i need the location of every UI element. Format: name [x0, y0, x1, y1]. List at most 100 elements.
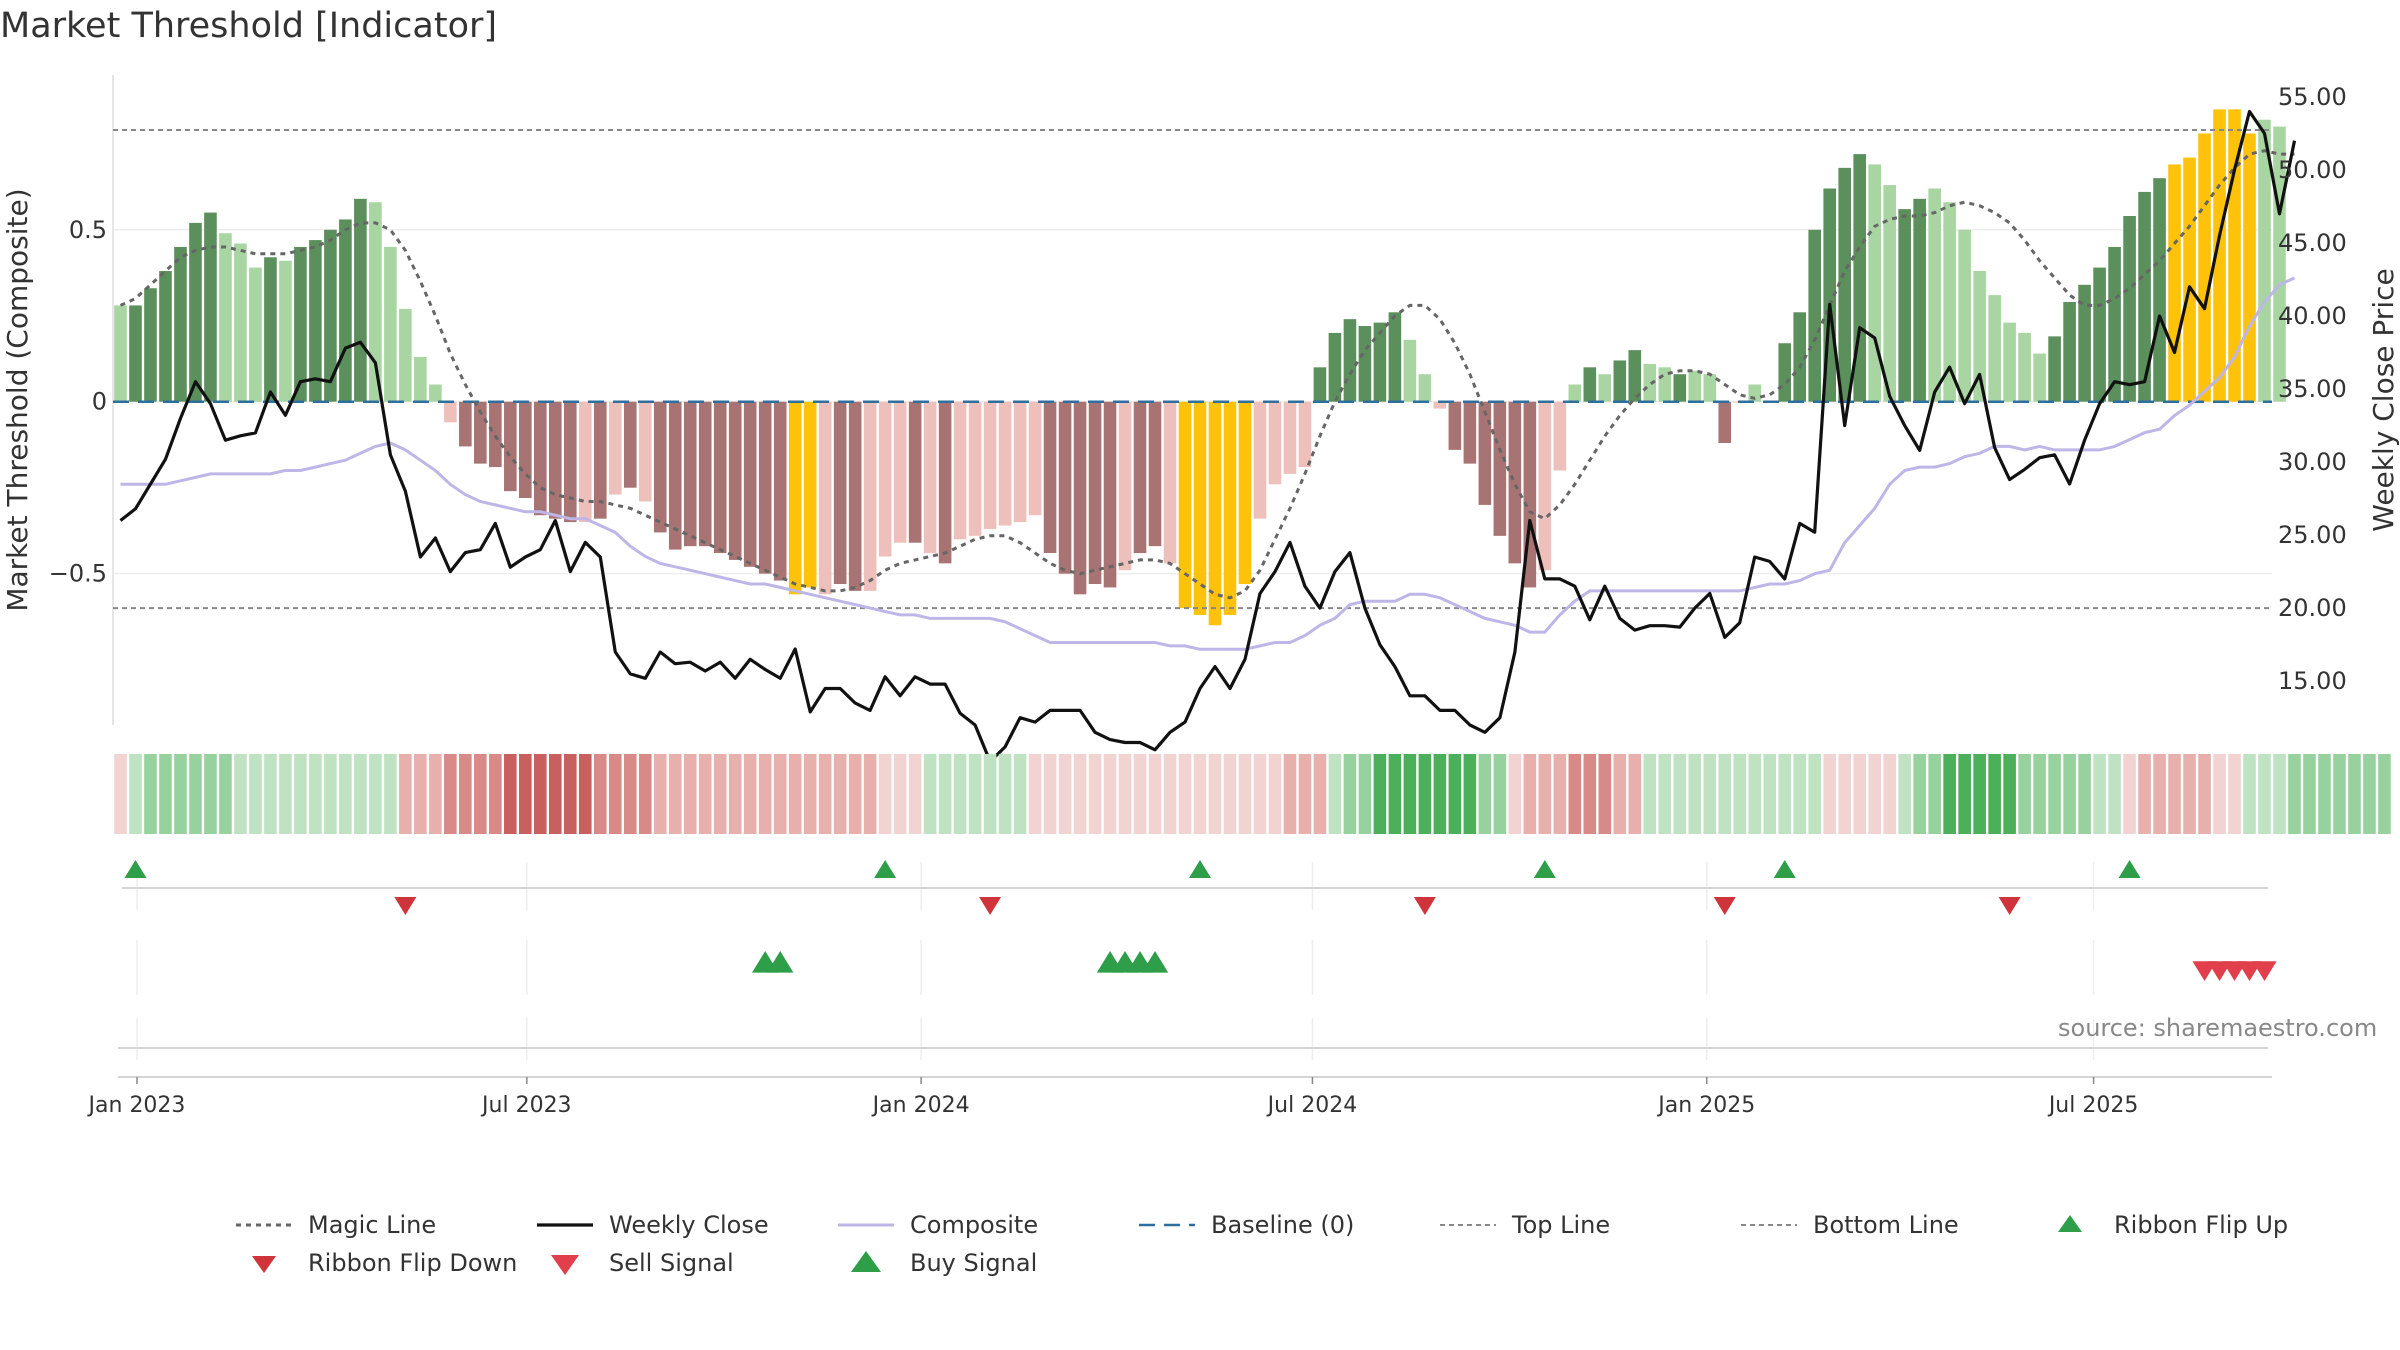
ribbon-flip-down-marker	[979, 897, 1002, 915]
bar	[1688, 370, 1702, 402]
bar	[1673, 374, 1687, 402]
bar	[264, 257, 277, 402]
ribbon-cell	[1553, 754, 1567, 834]
bar	[818, 401, 832, 595]
bar	[309, 240, 322, 402]
right-axis-label: Weekly Close Price	[2367, 268, 2400, 531]
ribbon-flip-down-marker	[1713, 897, 1736, 915]
legend-label: Buy Signal	[910, 1249, 1037, 1277]
ribbon-cell	[893, 754, 907, 834]
ribbon-cell	[2003, 754, 2016, 834]
ribbon-cell	[399, 754, 412, 834]
ribbon-cell	[504, 754, 517, 834]
ribbon-cell	[2123, 754, 2136, 834]
ribbon-cell	[2168, 754, 2181, 834]
bar	[1028, 401, 1042, 516]
ribbon-cell	[938, 754, 952, 834]
bar	[2198, 133, 2211, 402]
bar	[1463, 401, 1477, 464]
bar	[1433, 401, 1447, 409]
bar	[758, 401, 772, 574]
ribbon-cell	[459, 754, 472, 834]
ribbon-cell	[1118, 754, 1132, 834]
ribbon-cell	[1568, 754, 1582, 834]
ribbon-cell	[1178, 754, 1192, 834]
ribbon-cell	[1433, 754, 1447, 834]
ribbon-cell	[1778, 754, 1792, 834]
ribbon-cell	[1988, 754, 2001, 834]
ribbon-cell	[548, 754, 562, 834]
right-tick-label: 25.00	[2278, 521, 2347, 549]
legend-label: Baseline (0)	[1211, 1211, 1354, 1239]
ribbon-cell	[1598, 754, 1612, 834]
ribbon-cell	[1673, 754, 1687, 834]
ribbon-cell	[2228, 754, 2241, 834]
bar	[1718, 401, 1732, 443]
ribbon-cell	[593, 754, 607, 834]
ribbon-cell	[1058, 754, 1072, 834]
right-tick-label: 30.00	[2278, 448, 2347, 476]
bar	[653, 401, 667, 533]
bar	[893, 401, 907, 543]
bar	[1268, 401, 1282, 485]
legend-swatch	[252, 1256, 276, 1273]
ribbon-cell	[1823, 754, 1837, 834]
legend-flip_up: Ribbon Flip Up	[2058, 1211, 2288, 1239]
bar	[534, 401, 547, 516]
ribbon-cell	[1958, 754, 1971, 834]
weekly-close-line	[119, 109, 2297, 764]
bar	[414, 357, 427, 402]
bar	[1253, 401, 1267, 519]
x-tick-label: Jan 2024	[871, 1093, 970, 1118]
ribbon-cell	[1898, 754, 1911, 834]
bar	[1568, 384, 1582, 402]
bar	[593, 401, 607, 519]
bar	[1778, 343, 1792, 402]
chart-title: Market Threshold [Indicator]	[0, 6, 498, 46]
x-tick-label: Jul 2023	[480, 1093, 572, 1118]
bar	[1223, 401, 1237, 615]
bar	[1148, 401, 1162, 547]
legend-bottom: Bottom Line	[1741, 1211, 1959, 1239]
bar	[114, 305, 127, 402]
ribbon-cell	[863, 754, 877, 834]
legend-swatch	[2058, 1215, 2082, 1232]
bar	[548, 401, 562, 519]
bar	[578, 401, 592, 523]
bar	[189, 222, 202, 402]
bar	[459, 401, 472, 447]
ribbon-cell	[2288, 754, 2301, 834]
ribbon-cell	[159, 754, 172, 834]
bar	[1628, 350, 1642, 402]
bar	[1088, 401, 1102, 584]
legend-label: Sell Signal	[609, 1249, 734, 1277]
bar	[1418, 374, 1432, 402]
ribbon-cell	[2138, 754, 2151, 834]
ribbon-cell	[2333, 754, 2346, 834]
bar	[1988, 295, 2001, 402]
bar	[2108, 246, 2121, 402]
bar	[1238, 401, 1252, 584]
ribbon-cell	[1748, 754, 1762, 834]
ribbon-cell	[2063, 754, 2076, 834]
bar	[2258, 119, 2271, 402]
right-tick-label: 40.00	[2278, 302, 2347, 330]
ribbon-cell	[1463, 754, 1477, 834]
bar	[339, 219, 352, 402]
bar	[848, 401, 862, 591]
buy-signal-marker	[1141, 951, 1169, 973]
legend-sell: Sell Signal	[551, 1249, 734, 1277]
ribbon-cell	[1283, 754, 1297, 834]
bar	[219, 233, 232, 402]
ribbon-cell	[219, 754, 232, 834]
bar	[1313, 367, 1327, 402]
ribbon-cell	[1193, 754, 1207, 834]
ribbon-cell	[1838, 754, 1851, 834]
ribbon-flip-up-marker	[1773, 860, 1796, 878]
bar	[1883, 185, 1896, 402]
bar	[2048, 336, 2061, 402]
legend-flip_down: Ribbon Flip Down	[252, 1249, 517, 1277]
bar	[1868, 164, 1881, 402]
legend: Magic Line Weekly Close Composite Baseline …	[236, 1211, 2288, 1277]
bar	[1388, 312, 1402, 402]
